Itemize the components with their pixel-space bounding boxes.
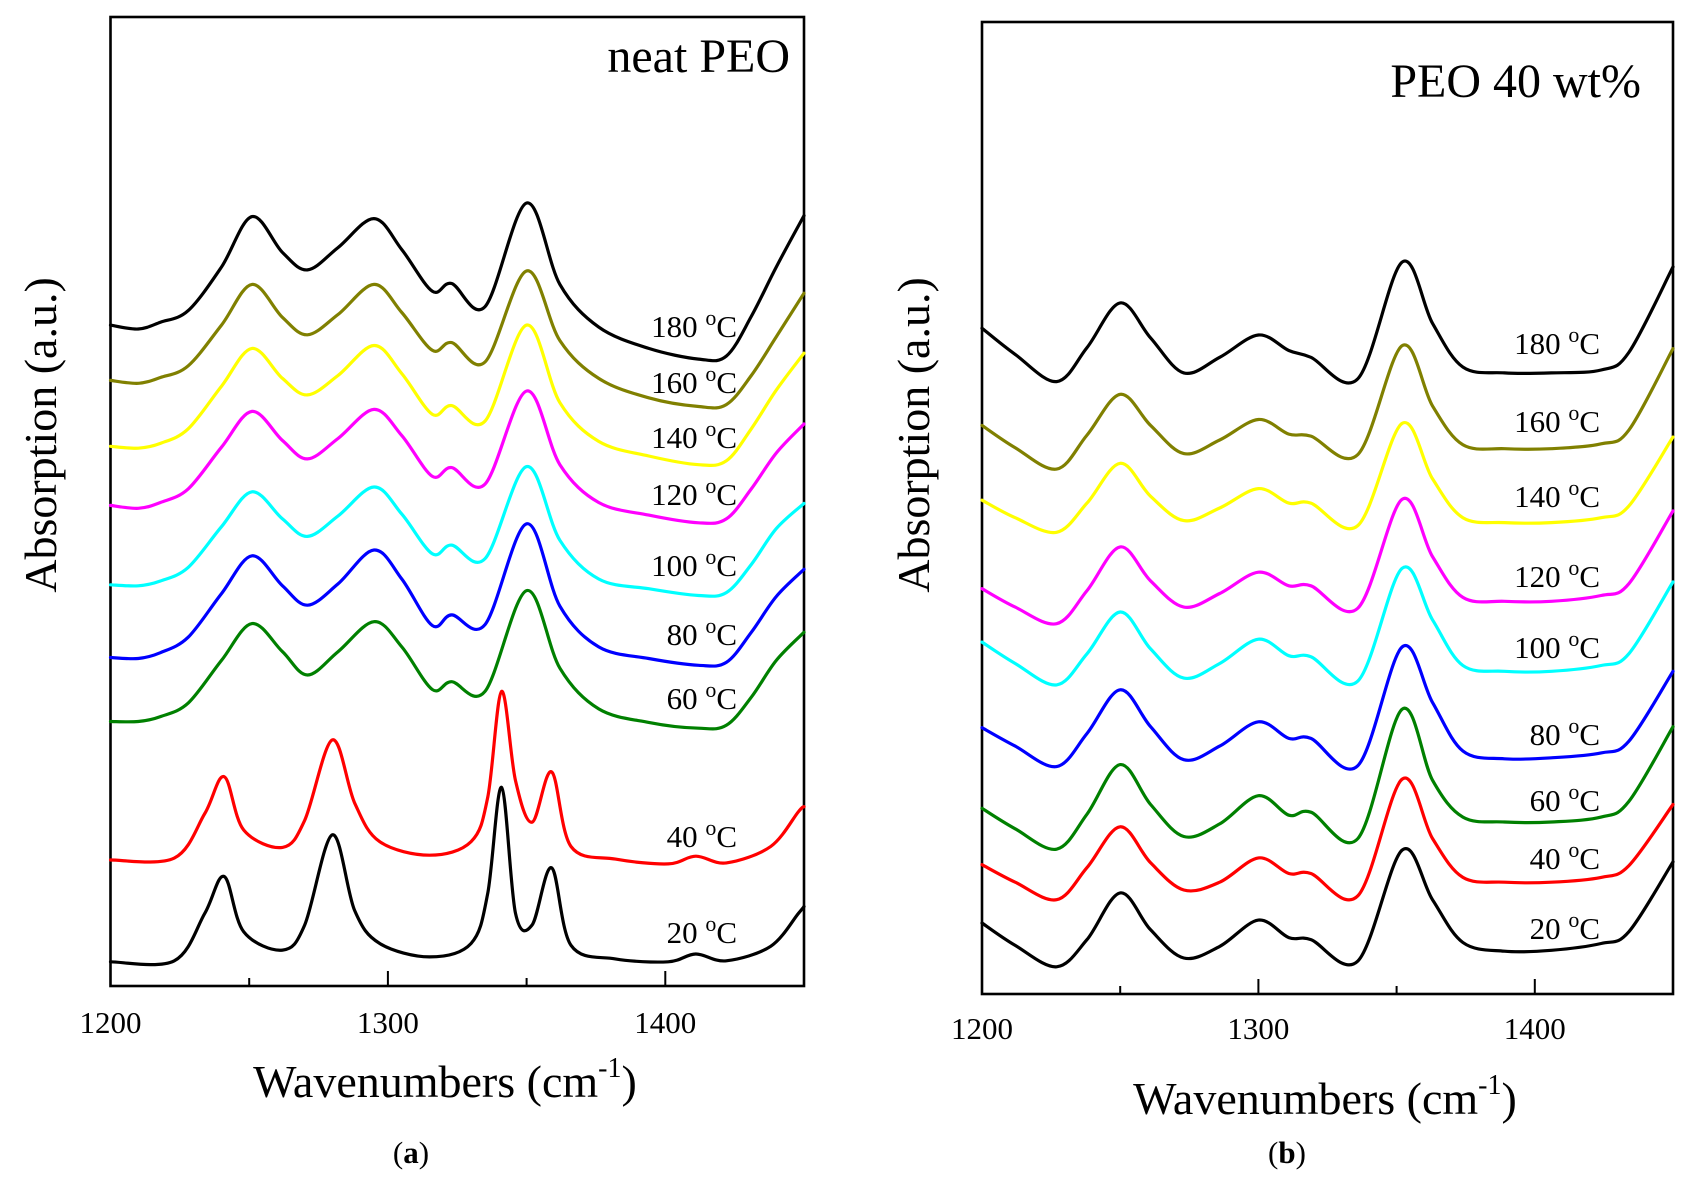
series-line-120C — [108, 389, 806, 525]
x-axis-title-superscript: -1 — [1478, 1070, 1501, 1101]
series-layer-a — [108, 201, 806, 967]
temperature-labels-a: 180 oC 160 oC 140 oC 120 oC 100 oC 80 oC 60 oC… — [651, 305, 737, 950]
panel-tag-b: (b) — [1268, 1135, 1306, 1170]
temperature-label: 100 oC — [1514, 626, 1600, 665]
panel-title-b: PEO 40 wt% — [1390, 55, 1641, 108]
temperature-label: 140 oC — [651, 416, 737, 455]
series-line-180C — [980, 259, 1675, 385]
series-line-100C — [108, 465, 806, 598]
x-tick-label: 1200 — [80, 1005, 142, 1040]
temperature-label: 180 oC — [651, 305, 737, 344]
temperature-label: 40 oC — [667, 815, 737, 854]
x-axis-title-close: ) — [1502, 1073, 1517, 1124]
x-axis-title-b: Wavenumbers (cm-1) — [1133, 1070, 1517, 1124]
series-line-60C — [108, 589, 806, 731]
temperature-label: 140 oC — [1514, 475, 1600, 514]
plot-frame-a — [109, 15, 806, 988]
x-tick-label: 1300 — [357, 1005, 419, 1040]
temperature-label: 160 oC — [651, 361, 737, 400]
x-tick-label: 1400 — [634, 1005, 696, 1040]
series-line-80C — [980, 643, 1675, 771]
series-line-160C — [980, 343, 1675, 471]
series-line-180C — [108, 201, 806, 363]
panel-b: 1200 1300 1400 180 oC 160 oC 140 oC 120 oC 100… — [888, 20, 1675, 1170]
temperature-label: 60 oC — [1530, 779, 1600, 818]
temperature-label: 40 oC — [1530, 837, 1600, 876]
series-line-20C — [108, 785, 806, 967]
panel-title-a: neat PEO — [607, 30, 790, 83]
series-layer-b — [980, 259, 1675, 969]
temperature-label: 120 oC — [651, 473, 737, 512]
temperature-label: 120 oC — [1514, 555, 1600, 594]
x-axis-title-a: Wavenumbers (cm-1) — [253, 1053, 637, 1107]
temperature-label: 20 oC — [667, 911, 737, 950]
series-line-60C — [980, 706, 1675, 851]
y-axis-title-b: Absorption (a.u.) — [888, 277, 939, 593]
x-ticks-a: 1200 1300 1400 — [80, 971, 696, 1040]
plot-frame-b — [980, 20, 1675, 996]
series-line-100C — [980, 565, 1675, 687]
temperature-label: 80 oC — [667, 613, 737, 652]
temperature-label: 100 oC — [651, 544, 737, 583]
panel-tag-a: (a) — [393, 1135, 429, 1170]
series-line-140C — [980, 421, 1675, 535]
y-axis-title-a: Absorption (a.u.) — [15, 277, 66, 593]
panel-tag-letter: a — [403, 1135, 419, 1170]
series-line-160C — [108, 269, 806, 410]
x-axis-title-close: ) — [622, 1056, 637, 1107]
series-line-140C — [108, 323, 806, 467]
series-line-40C — [108, 689, 806, 866]
series-line-120C — [980, 496, 1675, 626]
temperature-label: 180 oC — [1514, 322, 1600, 361]
x-axis-title-superscript: -1 — [598, 1053, 621, 1084]
series-line-40C — [980, 776, 1675, 902]
temperature-label: 60 oC — [667, 677, 737, 716]
temperature-label: 160 oC — [1514, 400, 1600, 439]
panel-a: 1200 1300 1400 180 oC 160 oC 140 oC 120 oC 100… — [15, 15, 806, 1170]
x-ticks-b: 1200 1300 1400 — [951, 979, 1566, 1046]
temperature-labels-b: 180 oC 160 oC 140 oC 120 oC 100 oC 80 oC 60 oC… — [1514, 322, 1600, 946]
temperature-label: 20 oC — [1530, 907, 1600, 946]
x-tick-label: 1300 — [1227, 1011, 1289, 1046]
series-line-80C — [108, 522, 806, 668]
x-tick-label: 1200 — [951, 1011, 1013, 1046]
series-line-20C — [980, 847, 1675, 969]
panel-tag-letter: b — [1278, 1135, 1295, 1170]
x-tick-label: 1400 — [1504, 1011, 1566, 1046]
temperature-label: 80 oC — [1530, 713, 1600, 752]
x-axis-title-text: Wavenumbers (cm — [1133, 1073, 1478, 1124]
x-axis-title-text: Wavenumbers (cm — [253, 1056, 598, 1107]
